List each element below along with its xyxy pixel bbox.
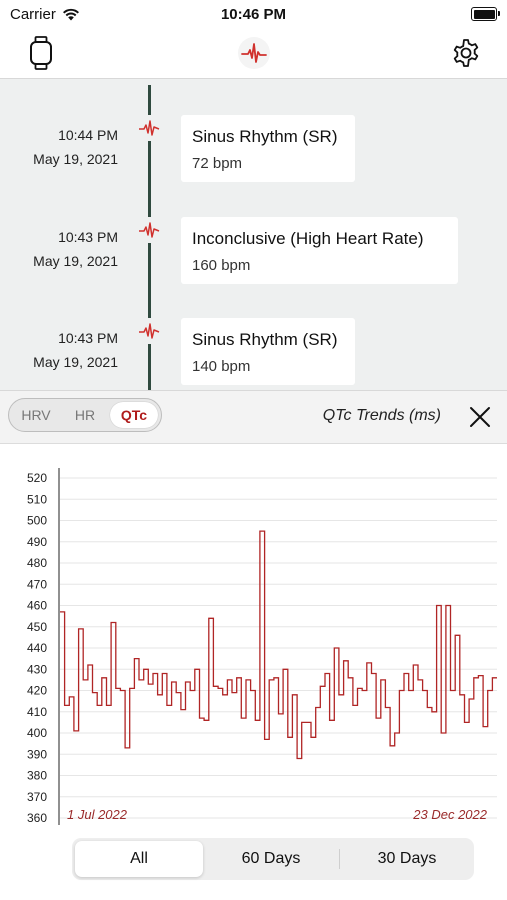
timeline-entry[interactable]: 10:44 PM May 19, 2021 Sinus Rhythm (SR) …	[0, 115, 507, 185]
ecg-timeline[interactable]: 10:44 PM May 19, 2021 Sinus Rhythm (SR) …	[0, 79, 507, 390]
rhythm-label: Inconclusive (High Heart Rate)	[192, 229, 424, 248]
entry-time: 10:43 PM	[58, 229, 118, 245]
y-tick-label: 470	[27, 577, 47, 591]
bpm-value: 140 bpm	[192, 358, 251, 375]
close-icon[interactable]	[467, 404, 493, 430]
y-axis-ticks: 520 510 500 490 480 470 460 450 440 430 420 410 400 3…	[27, 471, 47, 825]
watch-icon[interactable]	[24, 36, 58, 70]
segment-divider	[339, 849, 340, 869]
x-end-label: 23 Dec 2022	[412, 807, 487, 822]
chart-grid	[60, 477, 497, 819]
y-tick-label: 370	[27, 790, 47, 804]
metric-segmented-control[interactable]: HRV HR QTc	[8, 398, 162, 432]
y-tick-label: 490	[27, 535, 47, 549]
x-start-label: 1 Jul 2022	[67, 807, 128, 822]
status-time: 10:46 PM	[220, 6, 287, 23]
timeline-entry[interactable]: 10:43 PM May 19, 2021 Sinus Rhythm (SR) …	[0, 318, 507, 388]
timeline-entry[interactable]: 10:43 PM May 19, 2021 Inconclusive (High…	[0, 217, 507, 287]
y-tick-label: 380	[27, 769, 47, 783]
y-tick-label: 460	[27, 599, 47, 613]
carrier-group: Carrier	[10, 6, 80, 23]
rhythm-label: Sinus Rhythm (SR)	[192, 330, 338, 349]
bpm-value: 72 bpm	[192, 155, 243, 172]
entry-time: 10:43 PM	[58, 330, 118, 346]
reading-card[interactable]: Inconclusive (High Heart Rate) 160 bpm	[181, 217, 458, 284]
y-tick-label: 360	[27, 811, 47, 825]
battery-icon	[471, 7, 500, 21]
entry-time: 10:44 PM	[58, 127, 118, 143]
trend-title: QTc Trends (ms)	[322, 407, 441, 424]
y-tick-label: 390	[27, 747, 47, 761]
segment-hr[interactable]: HR	[74, 407, 96, 423]
range-all[interactable]: All	[75, 841, 203, 877]
qtc-trend-chart: 520 510 500 490 480 470 460 450 440 430 420 410 400 3…	[27, 468, 497, 825]
reading-card[interactable]: Sinus Rhythm (SR) 72 bpm	[181, 115, 355, 182]
y-tick-label: 410	[27, 705, 47, 719]
bpm-value: 160 bpm	[192, 257, 251, 274]
range-segmented-control[interactable]: All 60 Days 30 Days	[72, 838, 474, 880]
y-tick-label: 420	[27, 684, 47, 698]
y-tick-label: 520	[27, 471, 47, 485]
ecg-marker-icon	[136, 217, 162, 243]
status-bar: Carrier 10:46 PM	[0, 0, 507, 30]
range-30-days[interactable]: 30 Days	[377, 850, 437, 867]
ecg-marker-icon	[136, 115, 162, 141]
segment-qtc[interactable]: QTc	[110, 402, 158, 428]
nav-bar	[0, 30, 507, 79]
segment-hrv[interactable]: HRV	[21, 407, 51, 423]
reading-card[interactable]: Sinus Rhythm (SR) 140 bpm	[181, 318, 355, 385]
y-tick-label: 430	[27, 662, 47, 676]
range-60-days[interactable]: 60 Days	[241, 850, 301, 867]
y-tick-label: 480	[27, 556, 47, 570]
wifi-icon	[62, 8, 79, 21]
gear-icon[interactable]	[449, 36, 483, 70]
entry-date: May 19, 2021	[33, 354, 118, 370]
y-tick-label: 500	[27, 514, 47, 528]
ecg-marker-icon	[136, 318, 162, 344]
trend-toolbar: HRV HR QTc QTc Trends (ms)	[0, 390, 507, 444]
qtc-series-line	[60, 530, 497, 760]
rhythm-label: Sinus Rhythm (SR)	[192, 127, 338, 146]
entry-date: May 19, 2021	[33, 151, 118, 167]
y-tick-label: 510	[27, 492, 47, 506]
carrier-label: Carrier	[10, 6, 56, 23]
y-tick-label: 450	[27, 620, 47, 634]
entry-date: May 19, 2021	[33, 253, 118, 269]
heart-ecg-icon	[237, 36, 271, 70]
y-tick-label: 440	[27, 641, 47, 655]
y-tick-label: 400	[27, 726, 47, 740]
